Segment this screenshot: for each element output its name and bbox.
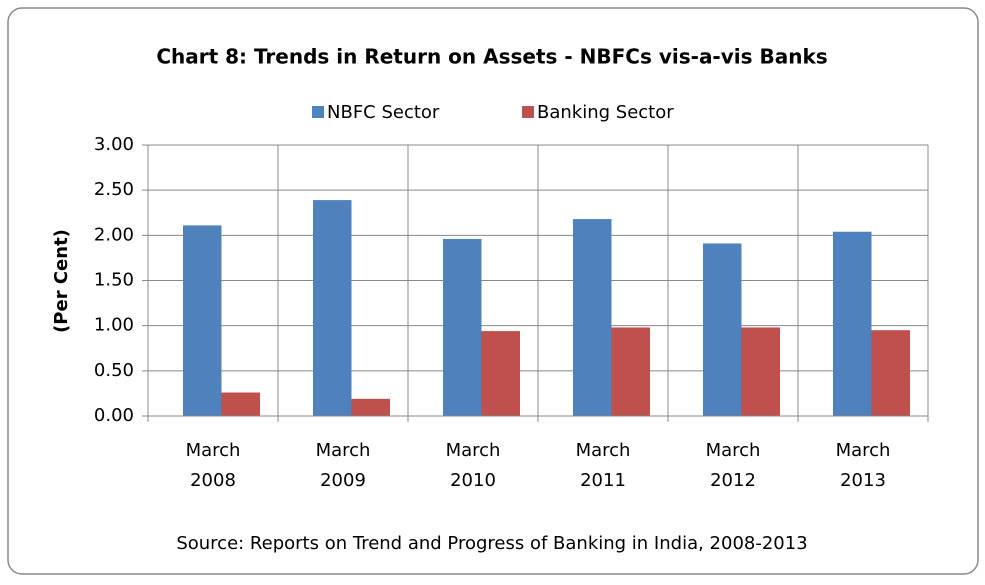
bar: [741, 327, 780, 416]
bar: [481, 331, 520, 416]
frame: [7, 7, 979, 575]
bar: [573, 219, 612, 416]
bar: [703, 243, 742, 416]
y-tick-label: 0.00: [94, 405, 134, 426]
bar: [351, 398, 390, 416]
y-tick-label: 1.00: [94, 315, 134, 336]
chart-title: Chart 8: Trends in Return on Assets - NB…: [156, 45, 827, 69]
x-tick-label: March 2013: [836, 440, 891, 491]
bar: [833, 231, 872, 416]
bar: [871, 330, 910, 416]
bar: [313, 200, 352, 416]
y-tick-label: 2.50: [94, 179, 134, 200]
legend-label: NBFC Sector: [327, 102, 440, 123]
source: Source: Reports on Trend and Progress of…: [176, 533, 807, 554]
legend-swatch: [522, 106, 534, 118]
legend-label: Banking Sector: [537, 102, 674, 123]
y-tick-label: 1.50: [94, 270, 134, 291]
x-tick-label: March 2011: [576, 440, 631, 491]
y-tick-label: 0.50: [94, 360, 134, 381]
x-tick-label: March 2010: [446, 440, 501, 491]
x-tick-label: March 2012: [706, 440, 761, 491]
bar: [611, 327, 650, 416]
x-tick-label: March 2008: [186, 440, 241, 491]
x-tick-label: March 2009: [316, 440, 371, 491]
y-axis-label: (Per Cent): [51, 229, 72, 333]
legend-swatch: [312, 106, 324, 118]
y-tick-label: 3.00: [94, 134, 134, 155]
bar: [443, 238, 482, 416]
bar: [183, 225, 222, 416]
y-tick-label: 2.00: [94, 224, 134, 245]
bar: [221, 392, 260, 416]
